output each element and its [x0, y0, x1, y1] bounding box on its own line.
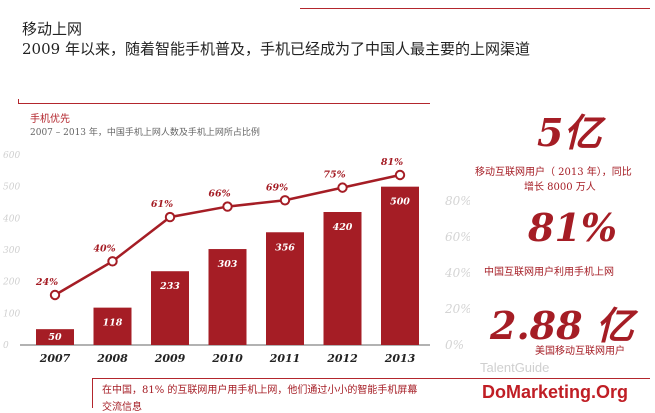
- share-point: [222, 201, 233, 212]
- bar: [93, 307, 132, 345]
- section-rule-tick: [18, 99, 19, 104]
- bar: [323, 212, 362, 345]
- share-point: [337, 182, 348, 193]
- page-title: 移动上网: [22, 20, 83, 38]
- footer-rule: [92, 378, 650, 379]
- y-tick-left: 600: [3, 151, 20, 161]
- bar-value-label: 356: [275, 242, 295, 253]
- x-tick-label: 2009: [154, 352, 186, 365]
- share-point-label: 66%: [208, 189, 230, 200]
- bar-value-label: 420: [333, 222, 353, 233]
- y-tick-right: 0%: [445, 338, 464, 352]
- chart-subtitle: 2007 – 2013 年，中国手机上网人数及手机上网所占比例: [30, 128, 260, 138]
- y-tick-right: 80%: [445, 194, 470, 208]
- x-tick-label: 2013: [384, 352, 416, 365]
- y-tick-right: 60%: [445, 230, 470, 244]
- highlight-note-share: 中国互联网用户利用手机上网: [484, 267, 614, 278]
- watermark-faint: TalentGuide: [480, 360, 550, 375]
- highlight-value-us-users: 2.88 亿: [490, 303, 634, 348]
- y-tick-left: 500: [3, 183, 20, 193]
- top-rule: [300, 8, 650, 9]
- share-point-label: 24%: [35, 277, 58, 288]
- bar: [36, 329, 74, 345]
- bar: [266, 232, 304, 345]
- highlight-note-users-line2: 增长 8000 万人: [524, 182, 596, 193]
- share-point-label: 61%: [151, 199, 173, 210]
- footer-rule-tick: [92, 378, 93, 408]
- highlight-note-us-users: 美国移动互联网用户: [535, 346, 625, 357]
- y-tick-left: 200: [2, 278, 20, 288]
- share-point: [49, 289, 61, 301]
- bar: [151, 271, 189, 345]
- section-rule: [18, 103, 430, 104]
- x-tick-label: 2011: [269, 352, 301, 365]
- bar-value-label: 303: [218, 259, 238, 270]
- highlight-note-users-line1: 移动互联网用户（ 2013 年），同比: [475, 167, 632, 178]
- bar: [381, 186, 419, 345]
- share-point: [164, 211, 176, 223]
- footer-text-line1: 在中国，81% 的互联网用户用手机上网，他们通过小小的智能手机屏幕: [102, 385, 418, 396]
- chart-title: 手机优先: [30, 114, 70, 125]
- watermark: DoMarketing.Org: [478, 382, 633, 403]
- x-tick-label: 2012: [326, 352, 358, 365]
- y-tick-left: 0: [3, 341, 9, 351]
- y-tick-left: 400: [2, 214, 20, 224]
- y-tick-left: 100: [3, 309, 20, 319]
- y-tick-right: 20%: [444, 302, 470, 316]
- page-subtitle: 2009 年以来，随着智能手机普及，手机已经成为了中国人最主要的上网渠道: [22, 40, 530, 58]
- bar-value-label: 50: [48, 332, 62, 343]
- highlight-value-users: 5亿: [537, 110, 602, 155]
- share-point: [394, 169, 406, 181]
- share-point-label: 69%: [266, 182, 288, 193]
- bar-value-label: 233: [159, 281, 180, 292]
- share-point-label: 81%: [381, 157, 403, 168]
- bar-value-label: 500: [390, 197, 410, 208]
- share-point-label: 40%: [93, 243, 115, 254]
- share-point: [279, 195, 291, 206]
- y-tick-right: 40%: [444, 266, 470, 280]
- footer-text-line2: 交流信息: [102, 402, 142, 413]
- combo-chart: 600 500 400 300 200 100 0 80% 60% 40% 20% 0% 50 118 23…: [2, 151, 470, 365]
- bar-value-label: 118: [103, 318, 123, 329]
- share-point-label: 75%: [323, 170, 345, 181]
- bar: [208, 249, 247, 345]
- x-tick-label: 2007: [39, 352, 71, 365]
- highlight-value-share: 81%: [528, 205, 617, 250]
- x-tick-label: 2010: [211, 352, 243, 365]
- x-tick-label: 2008: [96, 352, 128, 365]
- share-point: [107, 256, 118, 267]
- y-tick-left: 300: [3, 246, 20, 256]
